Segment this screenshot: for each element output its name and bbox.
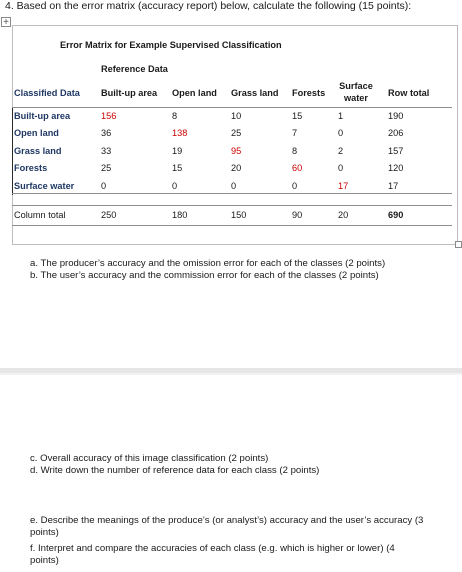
table-cell: 2 [338,146,344,156]
question-item: a. The producer’s accuracy and the omiss… [30,258,386,269]
table-resize-handle[interactable] [455,241,462,248]
table-cell: 19 [172,146,183,156]
row-label: Built-up area [14,111,71,121]
table-cell: 15 [172,163,183,173]
move-icon: + [3,16,9,28]
table-cell: 0 [101,181,107,191]
page-break [0,368,462,373]
table-cell: 0 [231,181,237,191]
table-cell: 8 [172,111,178,121]
row-label: Column total [14,210,66,220]
column-header: Forests [292,88,326,98]
row-label: Grass land [14,146,62,156]
table-cell: 206 [388,128,404,138]
table-cell: 150 [231,210,247,220]
row-label: Surface water [14,181,75,191]
question-item: c. Overall accuracy of this image classi… [30,453,269,464]
question-item: f. Interpret and compare the accuracies … [30,543,395,566]
table-cell: 0 [338,163,344,173]
table-cell: 60 [292,163,303,173]
table-cell: 10 [231,111,242,121]
table-cell: 138 [172,128,188,138]
table-cell: 8 [292,146,298,156]
question-item: d. Write down the number of reference da… [30,465,320,476]
matrix-title: Error Matrix for Example Supervised Clas… [60,40,282,50]
page-break-shadow [0,373,462,375]
table-cell: 90 [292,210,303,220]
column-header: Open land [172,88,217,98]
table-cell: 0 [338,128,344,138]
table-cell: 157 [388,146,404,156]
table-cell: 0 [292,181,298,191]
table-cell: 7 [292,128,298,138]
table-cell: 20 [338,210,349,220]
table-cell: 0 [172,181,178,191]
table-cell: 120 [388,163,404,173]
row-label: Forests [14,163,48,173]
reference-label: Reference Data [101,64,168,74]
column-header: Row total [388,88,430,98]
table-cell: 95 [231,146,242,156]
column-header: Grass land [231,88,279,98]
table-cell: 690 [388,210,404,220]
table-move-handle[interactable]: + [1,17,11,27]
table-cell: 25 [101,163,112,173]
table-cell: 156 [101,111,117,121]
table-cell: 180 [172,210,188,220]
table-cell: 190 [388,111,404,121]
table-cell: 15 [292,111,303,121]
classified-label: Classified Data [14,88,80,98]
table-cell: 17 [338,181,349,191]
table-cell: 17 [388,181,399,191]
table-cell: 250 [101,210,117,220]
column-header: Built-up area [101,88,158,98]
row-label: Open land [14,128,59,138]
question-title: 4. Based on the error matrix (accuracy r… [5,0,412,12]
table-cell: 33 [101,146,112,156]
table-cell: 20 [231,163,242,173]
column-header: Surface water [339,81,373,103]
table-cell: 1 [338,111,344,121]
question-item: b. The user’s accuracy and the commissio… [30,270,379,281]
table-cell: 36 [101,128,112,138]
table-cell: 25 [231,128,242,138]
question-item: e. Describe the meanings of the produce’… [30,515,424,538]
